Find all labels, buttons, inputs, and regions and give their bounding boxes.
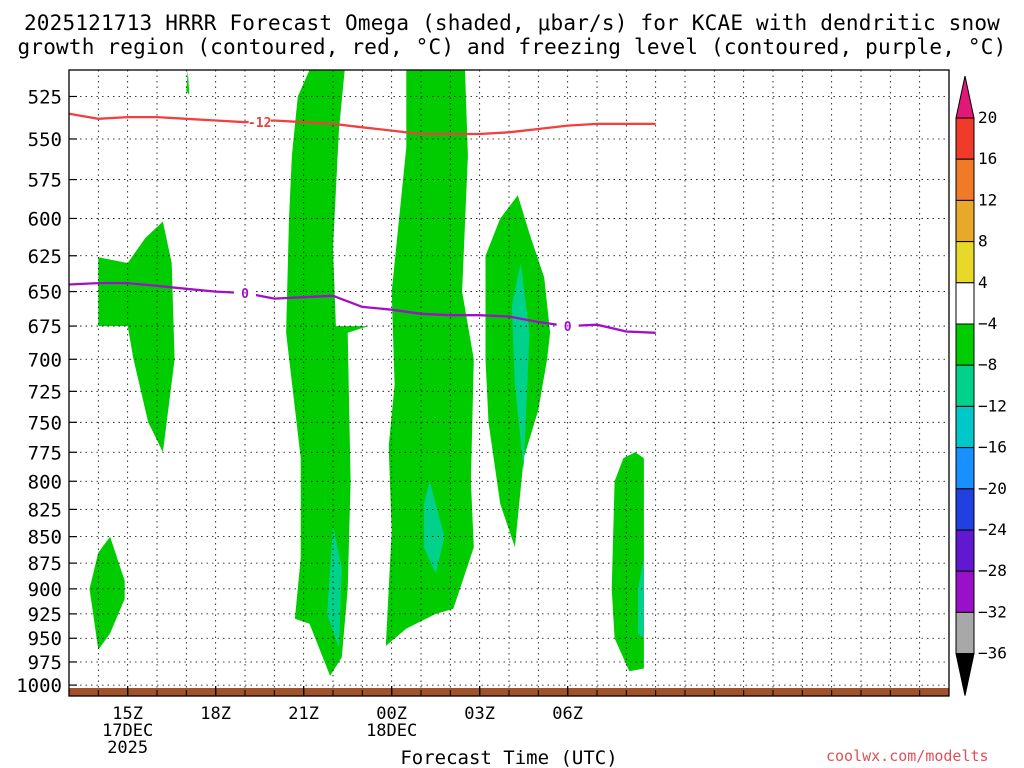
y-tick-label-850: 850 (28, 527, 62, 549)
y-tick-label-950: 950 (28, 628, 62, 650)
colorbar-bottom-triangle (955, 653, 975, 696)
omega-region-9 (611, 452, 644, 672)
y-tick-label-700: 700 (28, 349, 62, 371)
y-tick-label-650: 650 (28, 282, 62, 304)
colorbar-label-4: 4 (978, 273, 988, 292)
omega-region-1 (89, 536, 125, 650)
colorbar-label-2: 12 (978, 190, 997, 209)
y-tick-label-525: 525 (28, 86, 62, 108)
y-tick-label-775: 775 (28, 442, 62, 464)
contour-line-0 (69, 112, 656, 136)
colorbar-label-11: −28 (978, 561, 1007, 580)
omega-region-5 (385, 70, 474, 646)
colorbar-box-11 (955, 570, 975, 613)
x-axis-label: Forecast Time (UTC) (400, 747, 617, 768)
y-tick-label-600: 600 (28, 208, 62, 230)
omega-region-6 (423, 481, 445, 574)
contour-label-bg-0-0 (248, 115, 271, 130)
x-tick-label-03Z: 03Z (464, 704, 495, 724)
colorbar-box-9 (955, 488, 975, 531)
colorbar-box-3 (955, 241, 975, 284)
colorbar-label-10: −24 (978, 520, 1007, 539)
chart-title-line2: growth region (contoured, red, °C) and f… (17, 35, 1007, 59)
colorbar-box-4 (955, 282, 975, 325)
x-tick-sublabel-15Z-0: 17DEC (102, 721, 153, 741)
colorbar-label-3: 8 (978, 232, 988, 251)
colorbar-label-8: −16 (978, 438, 1007, 457)
x-tick-sublabel-15Z-1: 2025 (107, 738, 148, 758)
contour-label-0-0: -12 (248, 116, 271, 131)
y-tick-label-925: 925 (28, 604, 62, 626)
contour-label-1-0: 0 (241, 287, 249, 302)
colorbar-label-1: 16 (978, 149, 997, 168)
contour-label-bg-1-1 (556, 319, 579, 334)
omega-region-8 (511, 263, 530, 470)
x-tick-label-15Z: 15Z (112, 704, 143, 724)
colorbar-label-6: −8 (978, 355, 997, 374)
y-tick-label-725: 725 (28, 381, 62, 403)
chart-title-line1: 2025121713 HRRR Forecast Omega (shaded, … (23, 11, 1001, 35)
y-tick-label-975: 975 (28, 652, 62, 674)
colorbar-label-7: −12 (978, 396, 1007, 415)
colorbar-box-7 (955, 405, 975, 449)
y-tick-label-575: 575 (28, 170, 62, 192)
omega-region-0 (98, 221, 175, 453)
colorbar-box-6 (955, 364, 975, 407)
omega-region-4 (327, 525, 342, 648)
colorbar-box-2 (955, 199, 975, 243)
colorbar-box-0 (955, 117, 975, 160)
y-tick-label-675: 675 (28, 316, 62, 338)
colorbar-label-5: −4 (978, 314, 997, 333)
colorbar-label-0: 20 (978, 108, 997, 127)
omega-region-2 (186, 70, 190, 95)
colorbar-box-10 (955, 529, 975, 572)
omega-region-3 (286, 70, 369, 676)
x-tick-label-18Z: 18Z (200, 704, 231, 724)
omega-region-10 (638, 557, 644, 639)
x-tick-label-06Z: 06Z (552, 704, 583, 724)
x-tick-label-21Z: 21Z (288, 704, 319, 724)
colorbar-label-12: −32 (978, 602, 1007, 621)
colorbar-box-8 (955, 447, 975, 490)
y-tick-label-875: 875 (28, 553, 62, 575)
colorbar-label-9: −20 (978, 479, 1007, 498)
colorbar-top-triangle (955, 75, 975, 119)
x-tick-sublabel-00Z-0: 18DEC (366, 721, 417, 741)
x-tick-label-00Z: 00Z (376, 704, 407, 724)
credit-text: coolwx.com/modelts (826, 747, 989, 765)
y-tick-label-625: 625 (28, 246, 62, 268)
contour-label-bg-1-0 (234, 285, 256, 300)
colorbar-box-5 (955, 323, 975, 366)
y-tick-label-1000: 1000 (16, 675, 62, 697)
y-tick-label-825: 825 (28, 499, 62, 521)
colorbar-label-13: −36 (978, 644, 1007, 663)
colorbar-box-1 (955, 158, 975, 201)
y-tick-label-550: 550 (28, 129, 62, 151)
contour-label-1-1: 0 (564, 320, 572, 335)
y-tick-label-750: 750 (28, 412, 62, 434)
colorbar-box-12 (955, 611, 975, 655)
y-tick-label-800: 800 (28, 471, 62, 493)
y-tick-label-900: 900 (28, 579, 62, 601)
